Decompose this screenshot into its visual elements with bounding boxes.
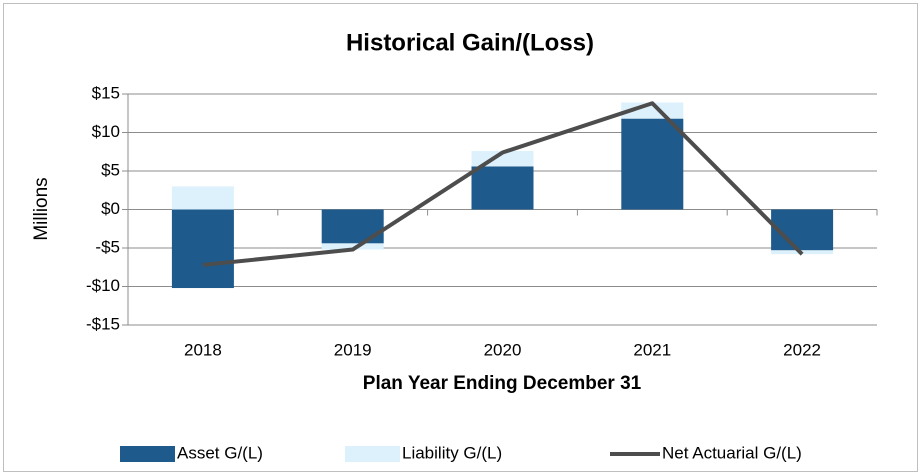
bar — [621, 118, 684, 210]
y-tick-label: -$15 — [86, 314, 120, 333]
bar — [321, 209, 384, 244]
legend-swatch — [345, 446, 400, 462]
x-tick-label: 2021 — [633, 340, 671, 359]
bar — [471, 166, 534, 210]
legend-label: Liability G/(L) — [402, 443, 502, 462]
legend-label: Net Actuarial G/(L) — [662, 443, 802, 462]
chart-title: Historical Gain/(Loss) — [346, 29, 594, 56]
x-tick-label: 2018 — [184, 340, 222, 359]
y-tick-label: -$5 — [95, 237, 120, 256]
y-tick-label: $10 — [92, 122, 120, 141]
bar — [771, 209, 834, 251]
legend-swatch — [120, 446, 175, 462]
chart-frame — [3, 3, 918, 472]
x-tick-label: 2020 — [484, 340, 522, 359]
y-tick-label: $15 — [92, 83, 120, 102]
x-axis-title: Plan Year Ending December 31 — [363, 373, 642, 394]
y-tick-label: $5 — [101, 160, 120, 179]
y-tick-label: -$10 — [86, 276, 120, 295]
y-axis-title: Millions — [31, 177, 52, 240]
x-tick-label: 2022 — [783, 340, 821, 359]
legend-label: Asset G/(L) — [177, 443, 263, 462]
y-tick-label: $0 — [101, 199, 120, 218]
line — [202, 101, 804, 267]
bar — [171, 186, 234, 210]
bar — [171, 209, 234, 289]
bar — [321, 243, 384, 250]
x-tick-label: 2019 — [334, 340, 372, 359]
